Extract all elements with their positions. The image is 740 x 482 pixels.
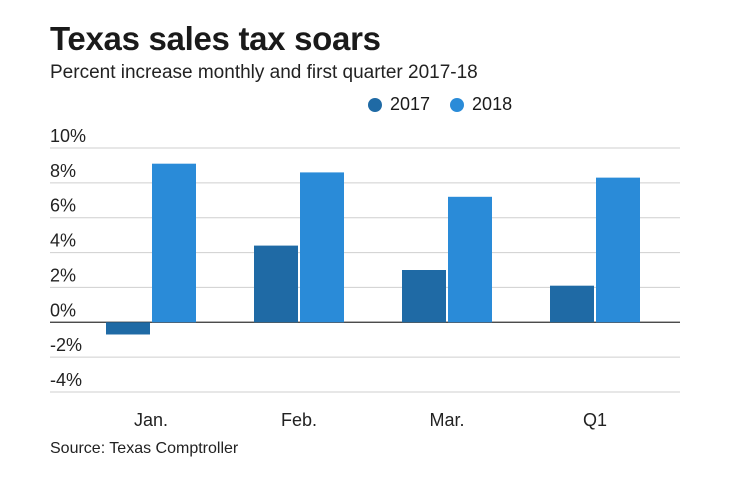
legend-swatch-2017: [368, 97, 382, 112]
legend-swatch-2018: [450, 97, 465, 112]
y-tick-label: 6%: [50, 196, 76, 216]
bar-2017-q1: [550, 285, 594, 323]
x-tick-label: Q1: [583, 410, 607, 430]
bar-2017-jan: [106, 322, 150, 335]
x-tick-label: Mar.: [429, 410, 464, 430]
bar-2018-jan: [152, 163, 196, 323]
legend-item-2018: 2018: [450, 94, 512, 115]
legend-label-2018: 2018: [472, 94, 513, 114]
legend: 2017 2018: [368, 94, 512, 115]
y-tick-label: 10%: [50, 126, 86, 146]
bar-2018-q1: [596, 177, 640, 323]
source-note: Source: Texas Comptroller: [50, 440, 239, 457]
bar-2017-feb: [254, 245, 298, 323]
bar-2017-mar: [402, 270, 446, 323]
y-tick-label: -4%: [50, 370, 82, 390]
bar-2018-feb: [300, 172, 344, 323]
x-tick-label: Feb.: [281, 410, 317, 430]
chart-subtitle: Percent increase monthly and first quart…: [50, 62, 478, 83]
bar-2018-mar: [448, 196, 492, 323]
y-tick-label: 2%: [50, 265, 76, 285]
chart-title: Texas sales tax soars: [50, 20, 381, 57]
y-tick-label: -2%: [50, 335, 82, 355]
x-tick-label: Jan.: [134, 410, 168, 430]
y-tick-label: 4%: [50, 231, 76, 251]
legend-label-2017: 2017: [390, 94, 431, 114]
y-tick-label: 8%: [50, 161, 76, 181]
legend-item-2017: 2017: [368, 94, 430, 115]
y-tick-label: 0%: [50, 300, 76, 320]
